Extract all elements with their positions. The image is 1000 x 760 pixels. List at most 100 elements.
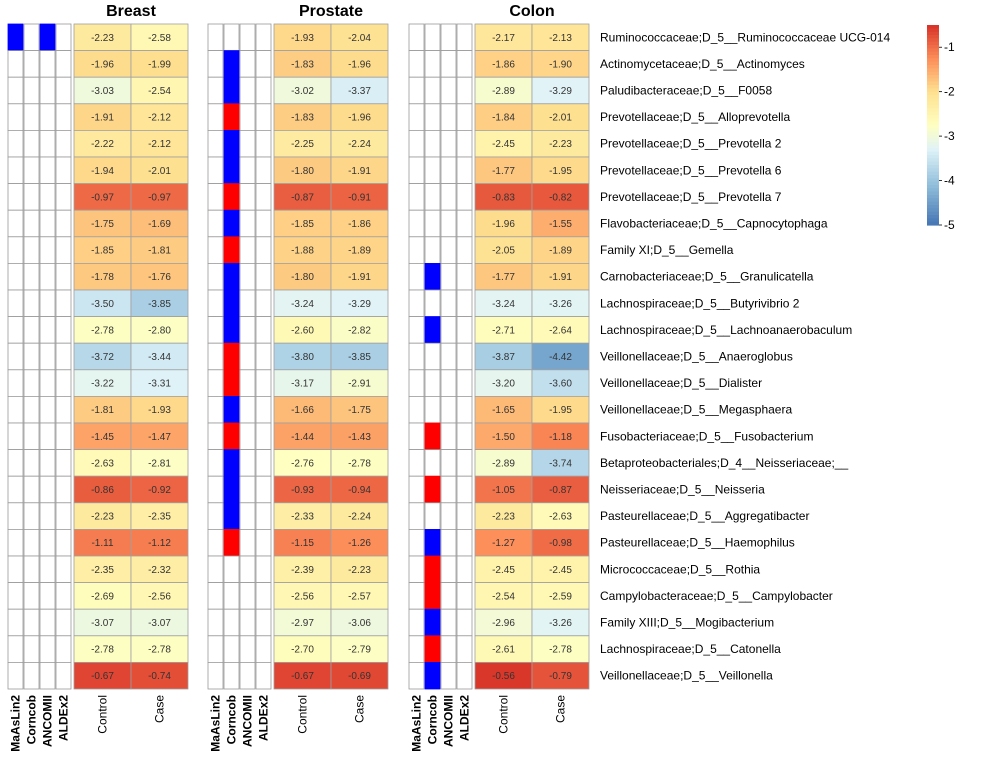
cell-value-label: -0.98 bbox=[549, 538, 572, 549]
method-flag-cell bbox=[207, 475, 224, 504]
method-flag-cell bbox=[456, 635, 473, 663]
legend-gradient-step bbox=[927, 51, 939, 56]
cell-value-label: -1.69 bbox=[148, 219, 171, 230]
row-label: Prevotellaceae;D_5__Prevotella 2 bbox=[600, 137, 782, 151]
method-flag-cell bbox=[440, 395, 457, 424]
heatmap-cell bbox=[531, 369, 590, 397]
legend-gradient-step bbox=[927, 88, 939, 93]
heatmap-cell bbox=[330, 103, 389, 131]
method-flag-cell bbox=[456, 183, 473, 211]
method-flag-cell bbox=[456, 76, 473, 105]
method-flag-cell bbox=[456, 289, 473, 318]
method-flag-cell bbox=[408, 635, 425, 663]
cell-value-label: -1.96 bbox=[348, 59, 371, 70]
cell-value-label: -1.12 bbox=[148, 538, 171, 549]
method-flag-cell bbox=[55, 342, 72, 371]
method-flag-cell bbox=[23, 449, 40, 477]
legend-gradient-step bbox=[927, 45, 939, 49]
method-flag-cell bbox=[207, 555, 224, 584]
method-flag-cell bbox=[424, 236, 441, 264]
method-flag-cell bbox=[456, 422, 473, 451]
row-label: Family XIII;D_5__Mogibacterium bbox=[600, 616, 774, 630]
method-flag-cell bbox=[239, 635, 256, 663]
method-flag-cell bbox=[440, 529, 457, 557]
heatmap-cell bbox=[474, 183, 533, 211]
method-flag-cell bbox=[39, 103, 56, 131]
heatmap-cell bbox=[474, 316, 533, 344]
legend-gradient-step bbox=[927, 111, 939, 116]
method-flag-cell bbox=[408, 209, 425, 238]
heatmap-cell bbox=[531, 262, 590, 291]
method-flag-cell bbox=[424, 608, 441, 637]
legend-gradient-step bbox=[927, 95, 939, 99]
cell-value-label: -1.81 bbox=[91, 405, 114, 416]
method-flag-cell bbox=[440, 342, 457, 371]
cell-value-label: -3.37 bbox=[348, 86, 371, 97]
method-flag-cell bbox=[207, 236, 224, 264]
method-flag-cell bbox=[7, 662, 24, 690]
panel-title: Colon bbox=[509, 3, 554, 20]
method-flag-cell bbox=[424, 635, 441, 663]
method-flag-cell bbox=[424, 262, 441, 291]
row-label: Paludibacteraceae;D_5__F0058 bbox=[600, 84, 772, 98]
cell-value-label: -2.63 bbox=[549, 512, 572, 523]
method-flag-cell bbox=[23, 395, 40, 424]
legend-gradient-step bbox=[927, 131, 939, 136]
method-flag-cell bbox=[7, 529, 24, 557]
method-flag-cell bbox=[440, 103, 457, 131]
method-flag-cell bbox=[440, 608, 457, 637]
cell-value-label: -2.32 bbox=[148, 565, 171, 576]
heatmap-cell bbox=[273, 76, 332, 105]
method-flag-cell bbox=[7, 23, 24, 52]
cell-value-label: -1.85 bbox=[291, 219, 314, 230]
method-flag-cell bbox=[255, 475, 272, 504]
cell-value-label: -3.87 bbox=[492, 352, 515, 363]
method-flag-cell bbox=[7, 422, 24, 451]
cell-value-label: -2.05 bbox=[492, 246, 515, 257]
heatmap-cell bbox=[273, 289, 332, 318]
heatmap-cell bbox=[531, 662, 590, 690]
row-label: Prevotellaceae;D_5__Prevotella 7 bbox=[600, 190, 782, 204]
method-flag-cell bbox=[39, 236, 56, 264]
heatmap-cell bbox=[73, 475, 132, 504]
legend-gradient-step bbox=[927, 175, 939, 179]
method-flag-cell bbox=[424, 289, 441, 318]
heatmap-cell bbox=[531, 449, 590, 477]
method-flag-cell bbox=[223, 422, 240, 451]
row-label: Campylobacteraceae;D_5__Campylobacter bbox=[600, 589, 833, 603]
method-flag-cell bbox=[55, 635, 72, 663]
method-flag-cell bbox=[39, 316, 56, 344]
method-flag-cell bbox=[239, 262, 256, 291]
cell-value-label: -0.87 bbox=[291, 192, 314, 203]
method-flag-cell bbox=[255, 23, 272, 52]
legend-gradient-step bbox=[927, 221, 939, 226]
method-flag-cell bbox=[39, 608, 56, 637]
heatmap-cell bbox=[130, 316, 189, 344]
method-flag-cell bbox=[408, 502, 425, 530]
legend-gradient-step bbox=[927, 98, 939, 103]
cell-value-label: -1.95 bbox=[549, 405, 572, 416]
cell-value-label: -2.78 bbox=[91, 645, 114, 656]
heatmap-cell bbox=[474, 475, 533, 504]
legend-gradient-step bbox=[927, 195, 939, 199]
heatmap-cell bbox=[531, 183, 590, 211]
method-flag-cell bbox=[207, 76, 224, 105]
method-flag-cell bbox=[23, 262, 40, 291]
heatmap-cell bbox=[130, 635, 189, 663]
cell-value-label: -2.22 bbox=[91, 139, 114, 150]
method-flag-cell bbox=[440, 129, 457, 158]
heatmap-cell bbox=[474, 342, 533, 371]
method-flag-cell bbox=[408, 50, 425, 78]
cell-value-label: -2.63 bbox=[91, 458, 114, 469]
heatmap-cell bbox=[474, 582, 533, 610]
row-label: Flavobacteriaceae;D_5__Capnocytophaga bbox=[600, 217, 828, 231]
cell-value-label: -0.93 bbox=[291, 485, 314, 496]
legend-gradient-step bbox=[927, 188, 939, 193]
method-flag-cell bbox=[239, 475, 256, 504]
legend-gradient-step bbox=[927, 178, 939, 183]
row-label: Veillonellaceae;D_5__Megasphaera bbox=[600, 403, 792, 417]
legend-gradient-step bbox=[927, 218, 939, 223]
cell-value-label: -2.97 bbox=[291, 618, 314, 629]
cell-value-label: -2.80 bbox=[148, 325, 171, 336]
heatmap-cell bbox=[474, 262, 533, 291]
